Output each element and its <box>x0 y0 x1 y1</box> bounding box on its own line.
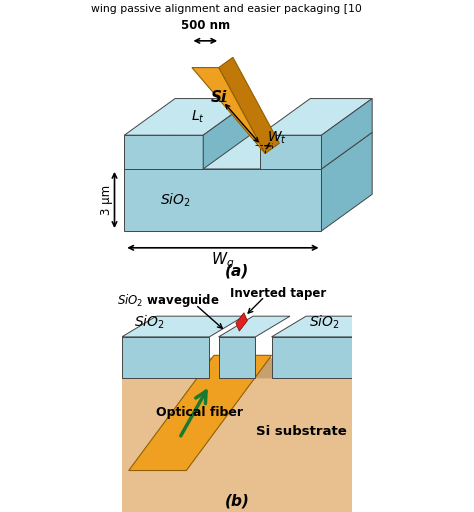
Polygon shape <box>260 98 372 135</box>
Text: $W_g$: $W_g$ <box>211 250 235 271</box>
Text: 3 μm: 3 μm <box>100 185 113 215</box>
Text: $SiO_2$: $SiO_2$ <box>309 313 340 331</box>
Polygon shape <box>122 357 387 378</box>
Polygon shape <box>203 98 254 169</box>
Text: $L_t$: $L_t$ <box>191 109 204 125</box>
Polygon shape <box>122 316 244 337</box>
Polygon shape <box>122 337 210 378</box>
Polygon shape <box>219 337 255 378</box>
Text: Optical fiber: Optical fiber <box>156 407 243 419</box>
Text: Inverted taper: Inverted taper <box>230 287 327 300</box>
Text: (a): (a) <box>225 264 249 279</box>
Polygon shape <box>124 132 372 169</box>
Polygon shape <box>321 98 372 169</box>
Text: $W_t$: $W_t$ <box>266 130 286 146</box>
Text: $SiO_2$: $SiO_2$ <box>134 313 165 331</box>
Polygon shape <box>219 316 290 337</box>
Polygon shape <box>124 98 254 135</box>
Polygon shape <box>260 135 321 169</box>
Polygon shape <box>129 355 272 471</box>
Polygon shape <box>321 132 372 231</box>
Polygon shape <box>122 378 352 512</box>
Polygon shape <box>219 57 279 154</box>
Text: 500 nm: 500 nm <box>181 19 230 32</box>
Text: wing passive alignment and easier packaging [10: wing passive alignment and easier packag… <box>91 4 362 14</box>
Text: (b): (b) <box>225 494 249 508</box>
Text: Si: Si <box>210 90 227 104</box>
Text: Si substrate: Si substrate <box>256 425 347 438</box>
Polygon shape <box>272 337 352 378</box>
Polygon shape <box>192 68 265 154</box>
Polygon shape <box>236 313 247 331</box>
Text: $SiO_2$ waveguide: $SiO_2$ waveguide <box>117 291 219 309</box>
Text: $SiO_2$: $SiO_2$ <box>160 191 191 208</box>
Polygon shape <box>124 169 321 231</box>
Polygon shape <box>272 316 387 337</box>
Polygon shape <box>124 135 203 169</box>
